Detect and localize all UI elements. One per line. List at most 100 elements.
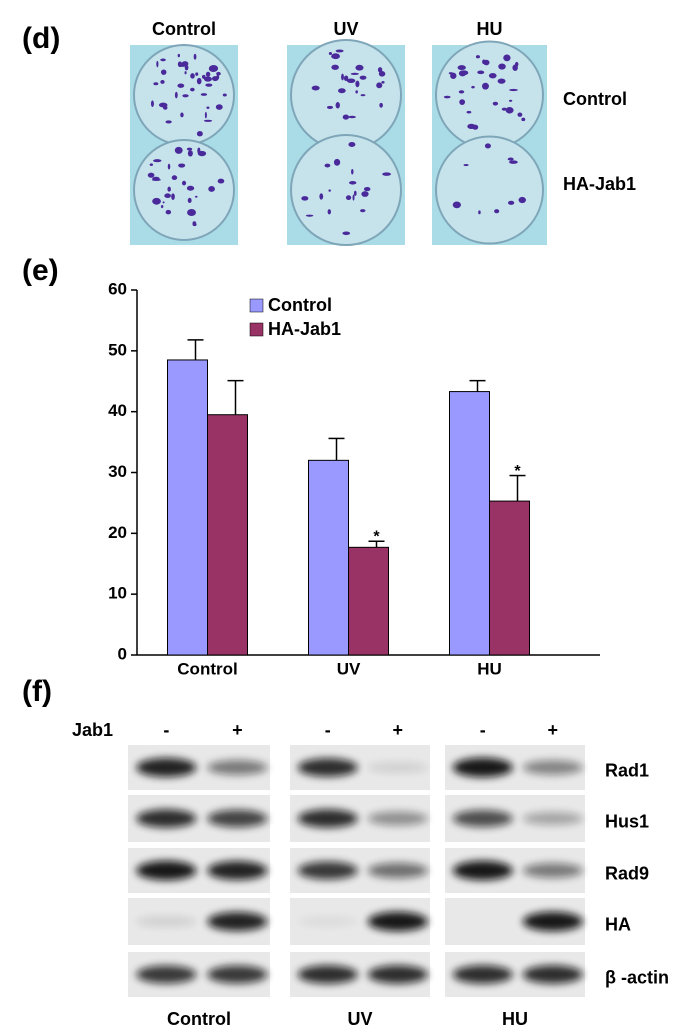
colony [197,147,201,155]
colony [483,59,490,66]
colony [190,73,195,79]
colony [488,72,497,79]
colony [187,209,196,216]
colony [331,64,339,70]
blot-band [297,861,358,880]
significance-label: * [514,463,521,480]
treatment-label: Jab1 [72,720,113,740]
colony [192,221,197,226]
protein-label: HA [605,914,631,934]
colony [492,101,499,106]
blot-band [367,965,428,984]
blot-band [136,916,197,927]
colony [153,82,159,86]
colony [205,71,211,77]
blots [128,745,585,997]
colony [174,146,183,154]
colony [184,71,187,75]
blot-band [207,809,268,828]
colony [457,65,466,71]
colony [151,178,161,182]
colony [477,70,485,75]
bar [207,414,248,656]
colony [186,185,195,191]
colony [498,63,506,70]
dish [290,134,402,246]
colony [162,105,168,110]
blot-band [522,965,583,984]
colony [184,64,189,71]
colony [206,106,210,109]
group-label: UV [347,1009,372,1029]
protein-label: Rad1 [605,760,649,780]
blot-band [297,758,358,777]
blot-band [452,860,513,881]
colony [208,186,215,192]
blot-band [367,762,428,773]
colony [475,55,480,59]
row-label: Control [563,89,627,109]
colony [342,231,351,236]
error-bar [469,379,486,392]
colony [478,210,481,215]
colony [149,163,154,166]
blot-band [207,912,268,931]
colony [360,209,366,213]
panel-label: (f) [22,675,52,708]
x-tick-label: UV [337,659,361,678]
colony [147,172,155,178]
column-header: UV [333,19,358,39]
colony [211,76,219,82]
blot-band [522,812,583,825]
colony [349,180,357,185]
colony [335,102,340,109]
colony [182,94,189,98]
blot-band [452,810,513,827]
colony [174,91,178,99]
colony [196,77,202,85]
colony [178,63,186,67]
colony [331,55,338,58]
bar [489,500,530,656]
blot-band [136,965,197,984]
colony [328,51,333,56]
colony [505,106,514,114]
colony [187,197,192,204]
colony [177,53,181,58]
colony [376,82,383,89]
colony [181,180,187,186]
colony [165,120,172,124]
panel-label: (d) [22,22,60,55]
colony [355,80,360,88]
x-tick-label: Control [177,659,237,678]
colony [195,72,199,76]
colony [328,189,331,192]
colony [448,72,453,75]
colony [178,163,186,168]
colony [208,65,218,72]
colony [443,95,451,99]
colony [171,193,175,200]
colony [203,76,212,82]
bar [167,359,208,656]
error-bar [227,379,244,415]
colony [346,78,356,84]
y-tick-label: 30 [108,462,127,481]
colony [342,114,350,120]
colony [156,60,159,68]
colony [471,85,475,89]
colony [509,88,518,92]
colony [379,102,383,108]
colony [326,105,334,109]
colony [351,168,354,175]
colony [350,72,359,76]
colony [333,158,341,166]
colony [217,178,225,184]
colony [152,197,161,205]
colony [193,53,197,60]
colony [459,99,466,105]
blot-band [367,811,428,826]
colony [514,61,519,67]
blot-band [136,860,197,881]
y-tick-label: 60 [108,279,127,298]
